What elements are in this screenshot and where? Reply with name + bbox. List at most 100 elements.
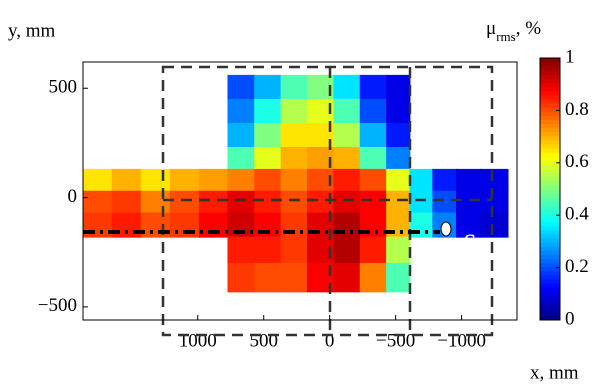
colorbar-step: [540, 205, 560, 210]
cell: [254, 262, 282, 293]
colorbar-subscript: rms: [496, 29, 516, 44]
colorbar-tick-label: 0.4: [565, 204, 589, 225]
colorbar-step: [540, 262, 560, 268]
cell: [359, 122, 388, 149]
cell: [254, 236, 282, 264]
annotation: S: [464, 229, 476, 254]
y-tick-label: −500: [38, 295, 77, 316]
colorbar-step: [540, 246, 560, 251]
colorbar-tick-label: 0.2: [565, 256, 589, 277]
colorbar-tick-label: 1: [565, 46, 575, 67]
colorbar-step: [540, 217, 560, 223]
colorbar-step: [540, 70, 560, 75]
colorbar-step: [540, 307, 560, 313]
colorbar-step: [540, 176, 560, 182]
cell: [227, 74, 256, 100]
cell: [280, 236, 309, 264]
cell: [386, 122, 411, 149]
cell: [409, 190, 434, 214]
colorbar-step: [540, 315, 560, 321]
cell: [333, 168, 361, 192]
colorbar-step: [540, 62, 560, 67]
colorbar-step: [540, 295, 560, 301]
colorbar-step: [540, 98, 560, 104]
cell: [359, 74, 388, 100]
cell: [333, 147, 361, 170]
cell: [479, 190, 509, 214]
colorbar-label: μrms, %: [486, 18, 541, 44]
cell: [359, 98, 388, 124]
cell: [198, 168, 229, 192]
cell: [456, 190, 481, 214]
colorbar-step: [540, 213, 560, 219]
dashed-frame: [161, 65, 494, 337]
cell: [280, 147, 309, 170]
cell: [227, 236, 256, 264]
cell: [140, 190, 171, 214]
field: [82, 74, 509, 293]
cell: [359, 236, 388, 264]
cell: [479, 212, 509, 238]
colorbar-step: [540, 82, 560, 88]
cell: [386, 190, 411, 214]
cell: [359, 262, 388, 293]
colorbar-step: [540, 266, 560, 272]
colorbar-step: [540, 103, 560, 108]
cell: [280, 98, 309, 124]
colorbar-step: [540, 139, 560, 145]
x-tick-label: 500: [249, 330, 278, 351]
cell: [82, 190, 113, 214]
colorbar-step: [540, 258, 560, 264]
colorbar-step: [540, 299, 560, 305]
source-marker: [440, 221, 452, 237]
cell: [227, 98, 256, 124]
cell: [227, 122, 256, 149]
cell: [227, 147, 256, 170]
colorbar-step: [540, 66, 560, 71]
colorbar-step: [540, 86, 560, 92]
colorbar-step: [540, 172, 560, 178]
cell: [432, 168, 458, 192]
colorbar-step: [540, 209, 560, 215]
cell: [333, 262, 361, 293]
colorbar-step: [540, 90, 560, 96]
cell: [359, 147, 388, 170]
x-tick-label: 1000: [179, 330, 217, 351]
colorbar-step: [540, 234, 560, 239]
colorbar-unit: , %: [516, 18, 542, 39]
colorbar-step: [540, 78, 560, 84]
colorbar-step: [540, 197, 560, 202]
colorbar-step: [540, 274, 560, 280]
cell: [456, 168, 481, 192]
colorbar-step: [540, 164, 560, 170]
colorbar-step: [540, 270, 560, 276]
colorbar-step: [540, 311, 560, 317]
cell: [333, 122, 361, 149]
colorbar-step: [540, 160, 560, 165]
cell: [359, 190, 388, 214]
cell: [280, 122, 309, 149]
cell: [386, 262, 411, 293]
colorbar-step: [540, 107, 560, 112]
colorbar-step: [540, 229, 560, 235]
colorbar-step: [540, 58, 560, 63]
colorbar-step: [540, 193, 560, 198]
cell: [227, 168, 256, 192]
colorbar-step: [540, 242, 560, 247]
colorbar-step: [540, 111, 560, 116]
cell: [386, 168, 411, 192]
cell: [409, 168, 434, 192]
colorbar-tick-label: 0: [565, 308, 575, 329]
cell: [280, 262, 309, 293]
cell: [254, 122, 282, 149]
colorbar-step: [540, 143, 560, 149]
cell: [169, 190, 200, 214]
y-tick-label: 0: [68, 186, 78, 207]
colorbar-step: [540, 291, 560, 296]
cell: [111, 190, 142, 214]
cell: [280, 190, 309, 214]
cell: [479, 168, 509, 192]
colorbar-step: [540, 279, 560, 284]
colorbar-step: [540, 250, 560, 255]
